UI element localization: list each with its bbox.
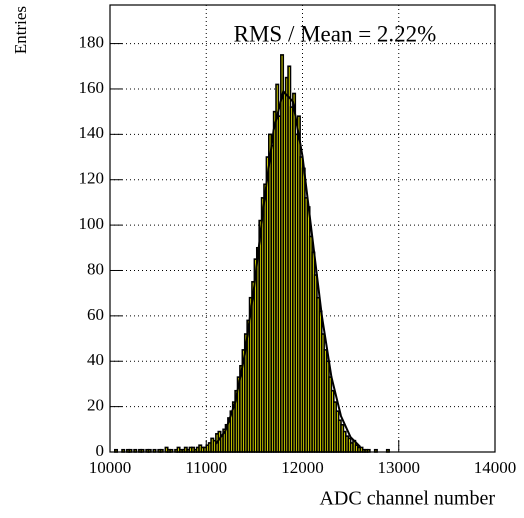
y-tick-label: 40	[87, 350, 104, 369]
y-tick-label: 60	[87, 305, 104, 324]
y-tick-label: 160	[79, 78, 105, 97]
y-axis-label: Entries	[11, 6, 30, 54]
y-tick-label: 140	[79, 123, 105, 142]
x-axis-label: ADC channel number	[319, 488, 495, 510]
y-tick-label: 80	[87, 259, 104, 278]
x-tick-label: 10000	[89, 458, 132, 477]
y-tick-label: 0	[96, 441, 105, 460]
y-tick-label: 20	[87, 396, 104, 415]
fit-curve	[215, 89, 361, 448]
x-tick-label: 11000	[185, 458, 227, 477]
x-tick-label: 13000	[378, 458, 421, 477]
x-tick-label: 12000	[281, 458, 324, 477]
annotation: RMS / Mean = 2.22%	[234, 21, 437, 46]
y-tick-label: 100	[79, 214, 105, 233]
y-tick-label: 180	[79, 32, 105, 51]
y-tick-label: 120	[79, 169, 105, 188]
x-tick-label: 14000	[474, 458, 517, 477]
